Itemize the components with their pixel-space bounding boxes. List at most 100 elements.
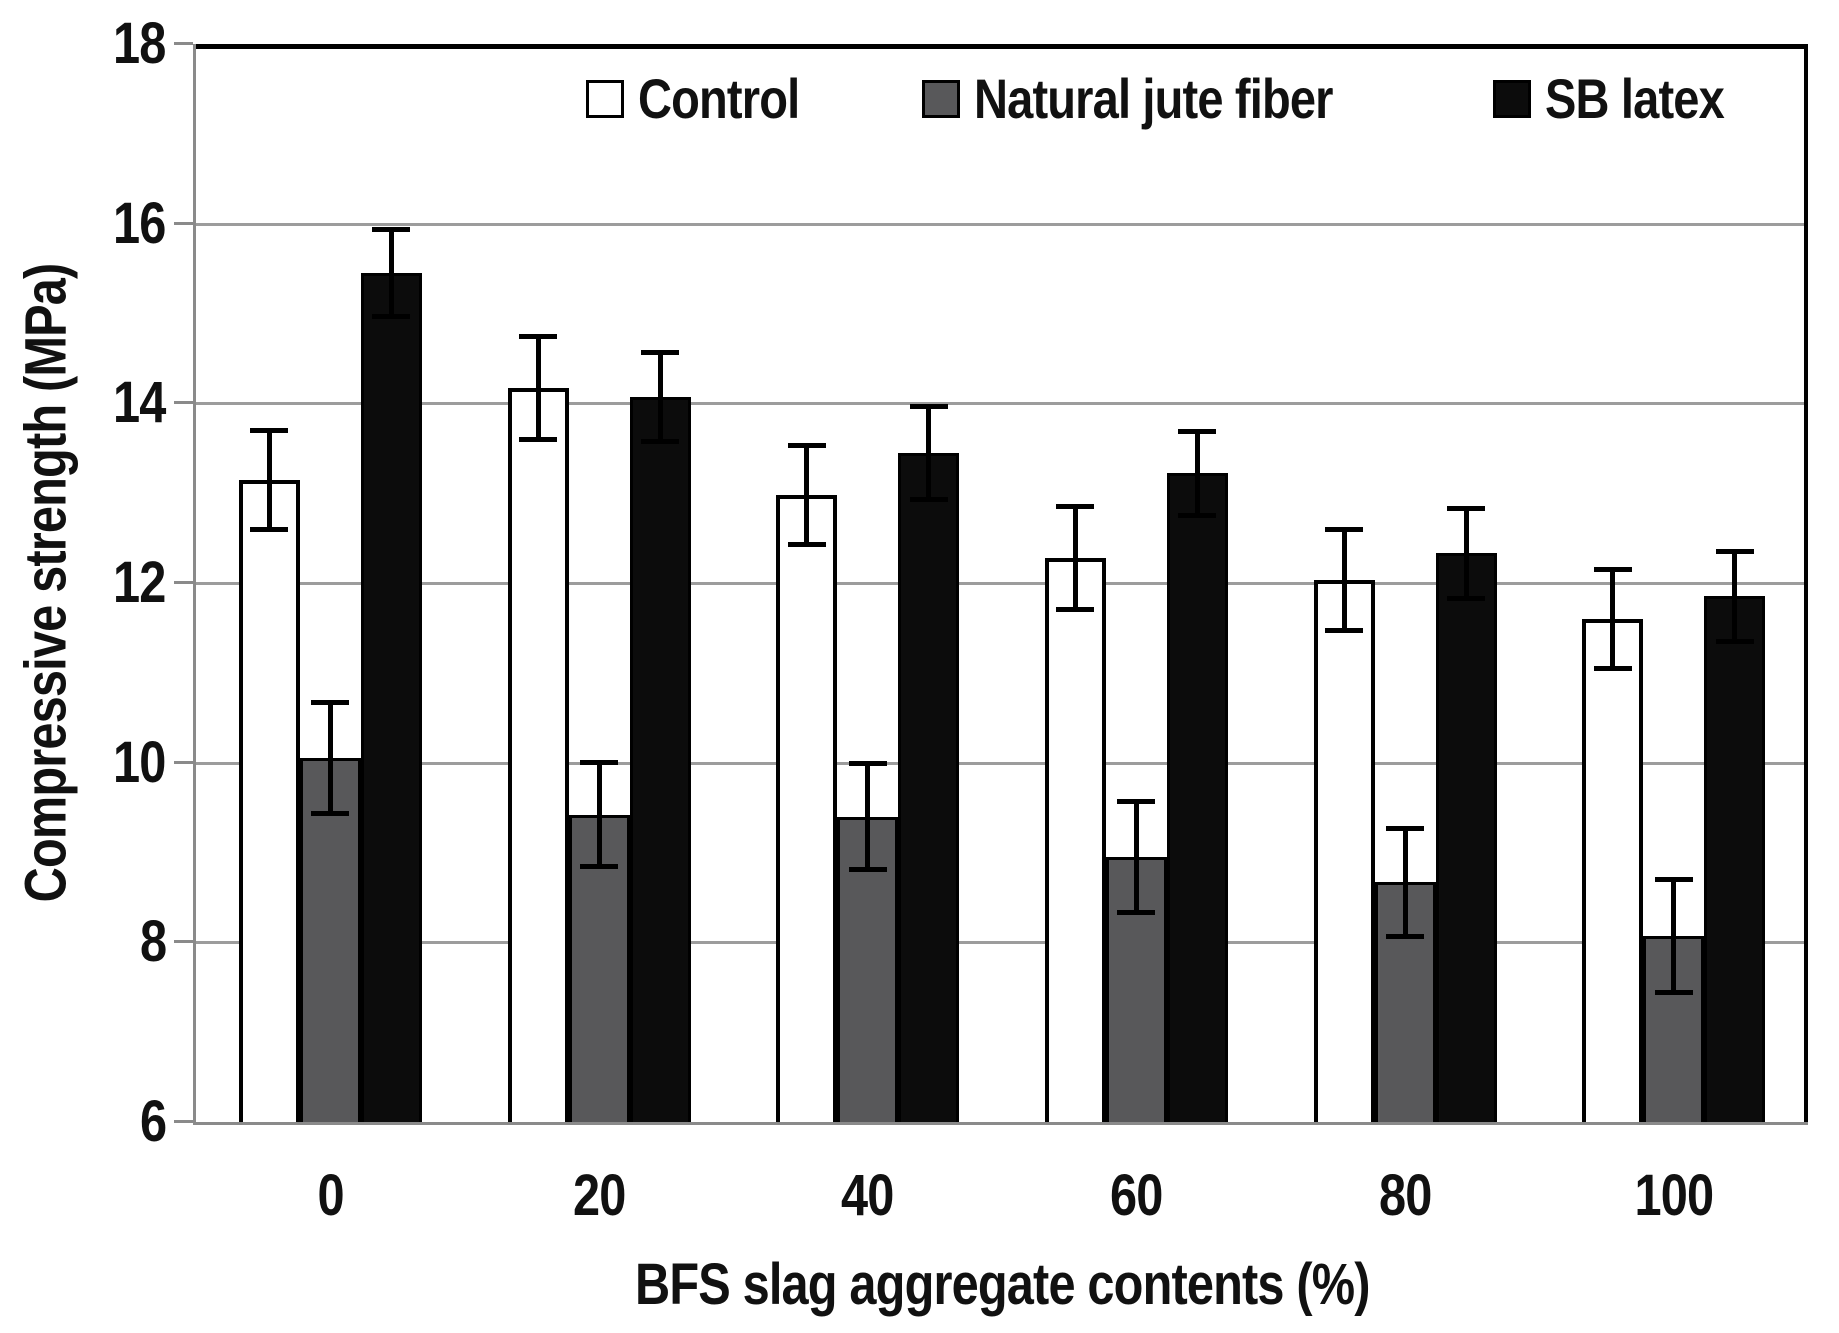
error-cap-high-control-20 (519, 334, 557, 340)
error-cap-high-natural-jute-fiber-0 (311, 699, 350, 705)
legend-label-text: Control (638, 67, 800, 130)
error-cap-high-natural-jute-fiber-100 (1654, 876, 1693, 882)
plot-area: Control Natural jute fiber SB latex (193, 44, 1808, 1125)
x-axis-title: BFS slag aggregate contents (%) (634, 1252, 1371, 1317)
error-cap-low-natural-jute-fiber-80 (1386, 933, 1424, 939)
y-tick-label-10: 10 (16, 730, 166, 796)
x-tick-label-text: 100 (1634, 1163, 1714, 1228)
legend-label-sb-latex: SB latex (1545, 66, 1758, 131)
x-tick-label-text: 0 (317, 1163, 344, 1228)
error-cap-high-sb-latex-80 (1447, 505, 1485, 511)
bar-control-60 (1044, 557, 1106, 1122)
y-tick-label-8: 8 (16, 909, 167, 975)
bar-control-0 (238, 479, 300, 1122)
error-cap-high-sb-latex-40 (909, 403, 948, 409)
y-tick-12 (174, 581, 193, 584)
x-tick-label-100: 100 (1564, 1156, 1784, 1236)
bar-sb-latex-0 (360, 273, 422, 1122)
legend-item-natural-jute-fiber: Natural jute fiber (922, 66, 1401, 131)
y-tick-10 (174, 760, 193, 764)
x-tick-label-40: 40 (758, 1156, 978, 1236)
y-tick-label-14: 14 (16, 370, 166, 436)
error-whisker-natural-jute-fiber-80 (1402, 828, 1408, 937)
legend-label-natural-jute-fiber: Natural jute fiber (974, 66, 1401, 131)
x-tick-label-20: 20 (489, 1156, 709, 1236)
y-tick-6 (174, 1120, 193, 1123)
gridline-12 (196, 582, 1808, 585)
x-tick-label-0: 0 (220, 1156, 440, 1236)
bar-sb-latex-40 (898, 452, 960, 1122)
error-cap-low-sb-latex-40 (909, 496, 948, 502)
x-tick-label-text: 80 (1378, 1163, 1432, 1228)
error-whisker-sb-latex-40 (926, 406, 932, 500)
bar-control-80 (1313, 580, 1375, 1122)
gridline-14 (196, 402, 1808, 406)
error-cap-low-control-100 (1593, 665, 1632, 671)
y-tick-label-text: 6 (139, 1089, 167, 1154)
legend-swatch-sb-latex-icon (1493, 79, 1532, 118)
error-cap-low-control-80 (1325, 628, 1363, 634)
error-whisker-natural-jute-fiber-40 (865, 763, 871, 870)
error-cap-high-natural-jute-fiber-80 (1386, 825, 1424, 831)
error-cap-high-control-100 (1593, 567, 1632, 573)
legend: Control Natural jute fiber SB latex (586, 66, 1758, 131)
error-whisker-control-20 (535, 336, 541, 440)
y-tick-label-12: 12 (16, 550, 166, 616)
error-whisker-sb-latex-0 (388, 229, 394, 317)
error-cap-high-control-60 (1056, 504, 1095, 510)
error-whisker-natural-jute-fiber-0 (327, 702, 333, 814)
legend-label-control: Control (638, 66, 830, 131)
y-tick-label-text: 16 (113, 190, 166, 256)
error-cap-high-control-40 (787, 443, 826, 449)
error-whisker-control-40 (804, 445, 810, 545)
error-whisker-sb-latex-60 (1194, 431, 1200, 516)
error-cap-high-sb-latex-0 (372, 227, 411, 233)
y-axis-line (193, 44, 196, 1125)
y-tick-16 (174, 221, 193, 225)
gridline-10 (196, 761, 1808, 765)
y-tick-label-text: 12 (113, 550, 166, 615)
bar-natural-jute-fiber-80 (1374, 882, 1436, 1122)
error-whisker-sb-latex-20 (657, 352, 663, 442)
error-cap-low-natural-jute-fiber-60 (1117, 910, 1156, 916)
bar-control-100 (1582, 618, 1644, 1122)
error-cap-high-sb-latex-20 (641, 349, 679, 355)
x-tick-label-80: 80 (1295, 1156, 1515, 1236)
error-cap-high-control-0 (250, 427, 289, 433)
y-tick-label-text: 8 (139, 909, 167, 975)
x-tick-label-text: 60 (1110, 1163, 1163, 1228)
error-cap-high-sb-latex-60 (1178, 428, 1217, 434)
error-cap-low-control-40 (787, 541, 826, 547)
error-cap-low-sb-latex-80 (1447, 595, 1485, 601)
bar-control-20 (507, 388, 569, 1122)
error-whisker-natural-jute-fiber-100 (1671, 879, 1677, 993)
legend-swatch-control-icon (586, 79, 624, 118)
legend-item-sb-latex: SB latex (1493, 66, 1758, 131)
error-cap-low-control-20 (519, 436, 557, 442)
legend-label-text: SB latex (1545, 67, 1725, 130)
error-cap-high-natural-jute-fiber-60 (1117, 798, 1156, 804)
bar-natural-jute-fiber-0 (299, 758, 361, 1122)
error-cap-high-control-80 (1325, 527, 1363, 533)
y-tick-label-text: 10 (113, 729, 166, 795)
error-cap-low-sb-latex-60 (1178, 513, 1217, 519)
y-tick-8 (174, 940, 193, 944)
error-cap-low-natural-jute-fiber-0 (311, 811, 350, 817)
x-tick-label-text: 40 (841, 1163, 894, 1228)
bar-sb-latex-80 (1435, 553, 1497, 1122)
error-cap-high-natural-jute-fiber-20 (580, 760, 618, 766)
y-tick-18 (174, 42, 193, 45)
y-tick-label-18: 18 (16, 11, 166, 77)
x-tick-label-60: 60 (1026, 1156, 1246, 1236)
error-cap-low-natural-jute-fiber-20 (580, 864, 618, 870)
error-whisker-natural-jute-fiber-60 (1133, 801, 1139, 913)
error-whisker-control-100 (1610, 569, 1616, 669)
error-cap-low-control-60 (1056, 606, 1095, 612)
error-cap-low-sb-latex-20 (641, 439, 679, 445)
error-whisker-sb-latex-100 (1732, 551, 1738, 642)
error-cap-high-sb-latex-100 (1715, 549, 1754, 555)
x-tick-label-text: 20 (572, 1163, 626, 1228)
bar-sb-latex-60 (1166, 473, 1228, 1122)
y-tick-label-16: 16 (16, 191, 166, 257)
